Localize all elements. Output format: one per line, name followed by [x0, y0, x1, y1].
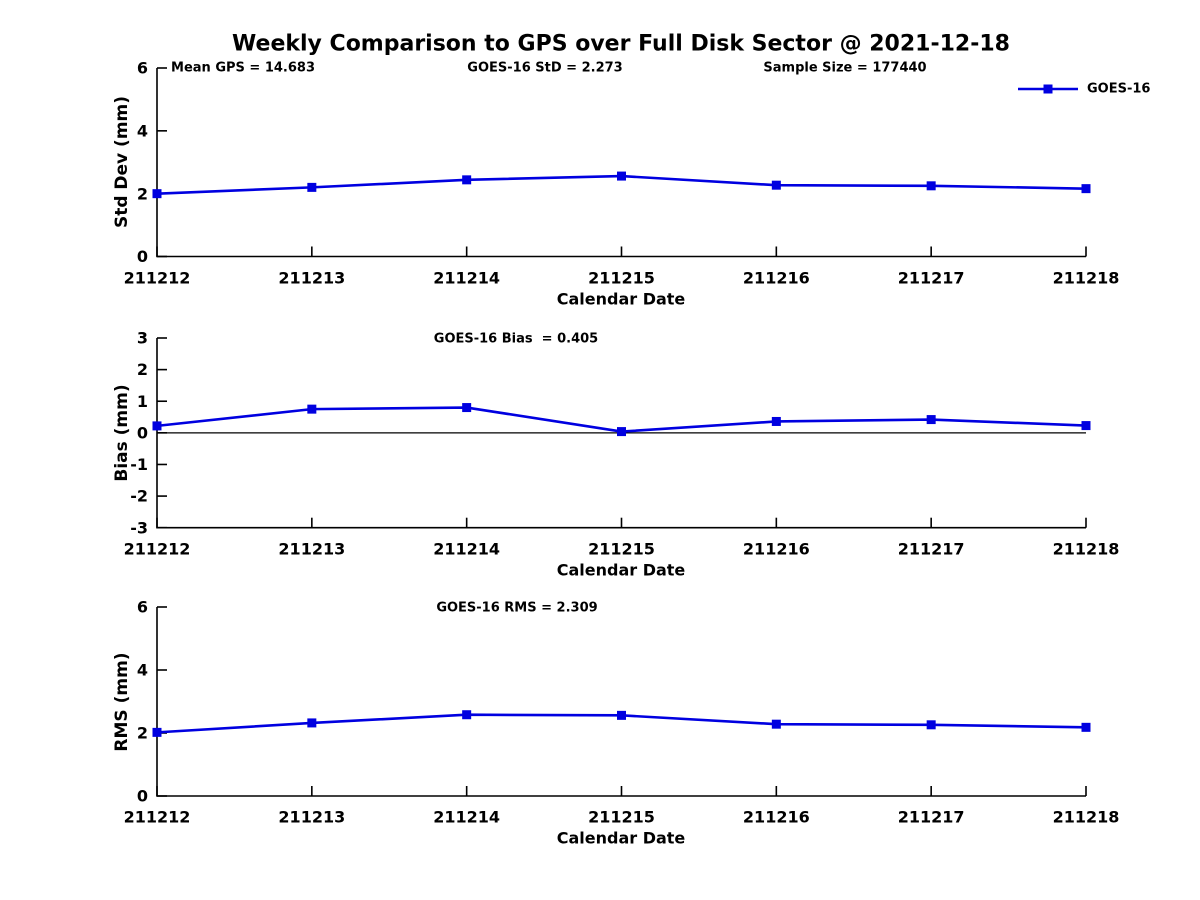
x-tick-label: 211212	[124, 808, 191, 827]
y-tick-label: 4	[137, 661, 148, 680]
annotation-goes16-bias: GOES-16 Bias = 0.405	[433, 331, 599, 347]
x-tick-label: 211217	[898, 540, 965, 559]
data-point-marker	[771, 416, 781, 426]
y-tick-label: -3	[130, 518, 148, 537]
y-tick-label: 1	[137, 392, 148, 411]
annotation-goes16-rms: GOES-16 RMS = 2.309	[436, 600, 598, 616]
y-axis-label-stddev: Std Dev (mm)	[112, 95, 132, 229]
x-tick-label: 211213	[278, 808, 345, 827]
data-point-marker	[1081, 421, 1091, 431]
x-tick-label: 211217	[898, 808, 965, 827]
data-point-marker	[152, 421, 162, 431]
x-tick-label: 211216	[743, 269, 810, 288]
data-point-marker	[617, 710, 626, 720]
annotation-sample-size: Sample Size = 177440	[763, 60, 927, 76]
data-point-marker	[462, 710, 472, 720]
y-axis-label-rms: RMS (mm)	[112, 652, 132, 752]
annotation-mean-gps: Mean GPS = 14.683	[171, 60, 315, 76]
x-tick-label: 211215	[588, 540, 655, 559]
legend: GOES-16	[1016, 81, 1156, 97]
chart-title: Weekly Comparison to GPS over Full Disk …	[232, 31, 1010, 57]
rms-plot: 0 2 4 6 211212 211213 211214 211215 211216 211217…	[124, 598, 1120, 827]
annotation-goes16-std: GOES-16 StD = 2.273	[467, 60, 623, 76]
data-point-marker	[1081, 184, 1091, 194]
y-tick-label: 0	[137, 787, 148, 806]
x-tick-label: 211218	[1053, 540, 1120, 559]
x-axis-label-middle: Calendar Date	[556, 560, 686, 580]
x-tick-label: 211216	[743, 808, 810, 827]
data-point-marker	[462, 403, 472, 413]
legend-line-marker-icon	[1018, 84, 1078, 94]
y-tick-label: -2	[130, 487, 148, 506]
data-point-marker	[1081, 722, 1091, 732]
x-tick-label: 211214	[433, 540, 500, 559]
x-axis-label-bottom: Calendar Date	[556, 828, 686, 848]
y-tick-label: 2	[137, 360, 148, 379]
data-point-marker	[307, 404, 317, 414]
std-dev-plot: 0 2 4 6 211212 211213 211214 211215 211216 211217…	[124, 59, 1120, 288]
x-tick-label: 211213	[278, 540, 345, 559]
x-tick-label: 211215	[588, 808, 655, 827]
x-tick-label: 211218	[1053, 808, 1120, 827]
y-tick-label: 6	[137, 598, 148, 617]
data-point-marker	[307, 718, 317, 728]
data-point-marker	[462, 175, 472, 185]
x-axis-label-top: Calendar Date	[556, 289, 686, 309]
y-tick-label: 6	[137, 59, 148, 78]
data-point-marker	[152, 727, 162, 737]
y-tick-label: 0	[137, 423, 148, 442]
data-point-marker	[617, 427, 626, 437]
data-point-marker	[926, 720, 936, 730]
data-point-marker	[771, 719, 781, 729]
axis-border	[156, 68, 1086, 258]
data-point-marker	[771, 180, 781, 190]
data-point-marker	[926, 415, 936, 425]
data-point-marker	[307, 182, 317, 192]
x-tick-label: 211213	[278, 269, 345, 288]
y-tick-label: 2	[137, 724, 148, 743]
x-tick-label: 211215	[588, 269, 655, 288]
legend-label: GOES-16	[1087, 81, 1151, 97]
x-tick-label: 211217	[898, 269, 965, 288]
data-point-marker	[152, 189, 162, 199]
x-tick-label: 211214	[433, 269, 500, 288]
x-tick-label: 211218	[1053, 269, 1120, 288]
bias-plot: 3 2 1 0 -1 -2 -3 211212 211213 211214 211215 211216…	[124, 329, 1120, 559]
y-tick-label: 0	[137, 247, 148, 266]
x-tick-label: 211212	[124, 269, 191, 288]
y-axis-label-bias: Bias (mm)	[112, 384, 132, 482]
y-tick-label: 2	[137, 184, 148, 203]
x-tick-label: 211216	[743, 540, 810, 559]
x-tick-label: 211212	[124, 540, 191, 559]
y-tick-label: 4	[137, 121, 148, 140]
axis-border	[156, 607, 1086, 797]
x-tick-label: 211214	[433, 808, 500, 827]
y-tick-label: 3	[137, 329, 148, 348]
data-point-marker	[617, 171, 626, 181]
y-tick-label: -1	[130, 455, 148, 474]
data-point-marker	[926, 181, 936, 191]
